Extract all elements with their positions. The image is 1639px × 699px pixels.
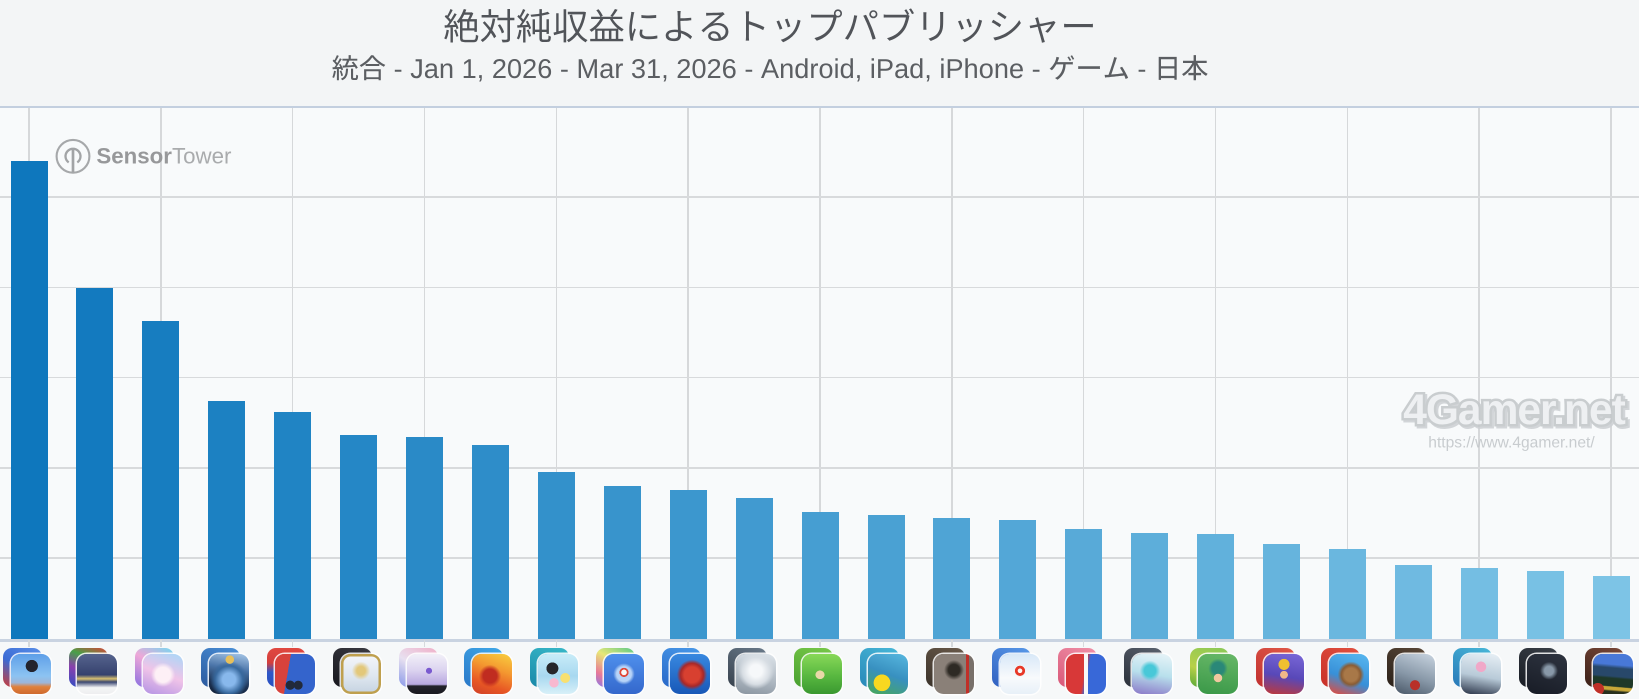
svg-text:4Gamer.net: 4Gamer.net xyxy=(1405,389,1627,436)
svg-text:https://www.4gamer.net/: https://www.4gamer.net/ xyxy=(1428,435,1595,452)
svg-text:4Gamer.net: 4Gamer.net xyxy=(1403,387,1625,434)
svg-text:SensorTower: SensorTower xyxy=(96,144,232,169)
